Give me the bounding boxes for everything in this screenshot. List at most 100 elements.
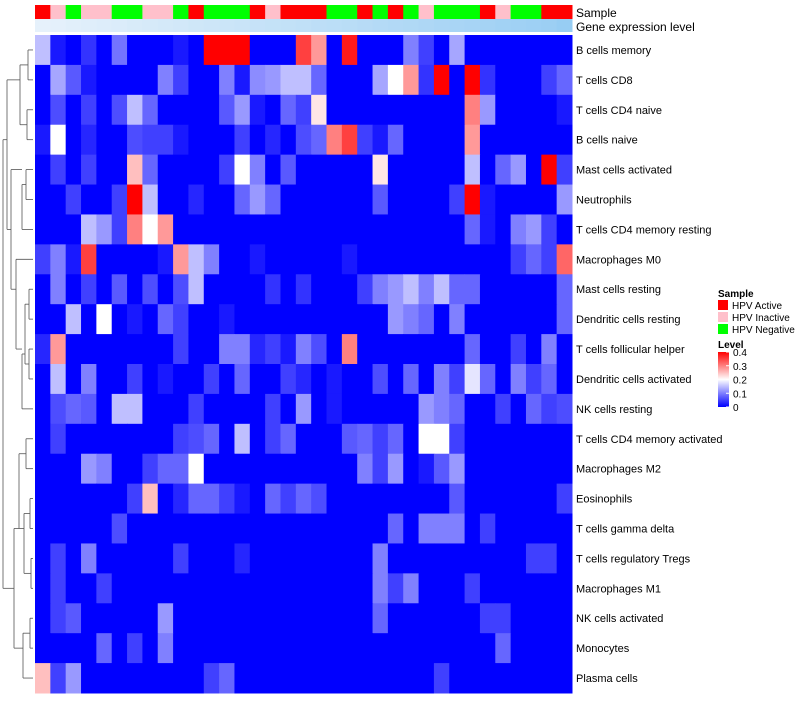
heatmap-cell [387, 214, 404, 245]
heatmap-cell [295, 513, 312, 544]
heatmap-cell [403, 603, 420, 634]
heatmap-cell [188, 304, 205, 335]
heatmap-cell [249, 543, 266, 574]
heatmap-cell [50, 483, 67, 515]
heatmap-cell [387, 364, 404, 395]
sample-annotation-cell [111, 5, 128, 19]
heatmap-cell [234, 334, 251, 365]
heatmap-cell [127, 274, 143, 305]
heatmap-cell [157, 603, 174, 634]
row-label: Dendritic cells resting [576, 314, 681, 326]
heatmap-cell [81, 393, 97, 425]
heatmap-cell [65, 543, 82, 574]
heatmap-cell [464, 543, 481, 574]
sample-annotation-cell [341, 5, 358, 19]
heatmap-cell [357, 64, 374, 96]
heatmap-cell [173, 304, 189, 335]
heatmap-cell [479, 244, 496, 275]
sample-annotation-cell [464, 5, 481, 19]
heatmap-cell [495, 304, 512, 335]
sample-annotation-cell [387, 5, 404, 19]
heatmap-cell [265, 94, 281, 126]
legend-tick-label: 0.2 [733, 376, 747, 387]
heatmap-cell [35, 184, 51, 215]
heatmap-cell [464, 214, 481, 245]
heatmap-cell [127, 453, 143, 485]
expression-annotation-cell [295, 19, 312, 32]
heatmap-cell [81, 214, 97, 245]
heatmap-cell [188, 663, 205, 694]
heatmap-cell [479, 94, 496, 126]
heatmap-cell [479, 304, 496, 335]
sample-annotation-cell [96, 5, 113, 19]
heatmap-cell [295, 423, 312, 455]
heatmap-cell [495, 274, 512, 305]
heatmap-cell [525, 334, 542, 365]
heatmap-cell [81, 543, 97, 574]
sample-annotation-cell [81, 5, 97, 19]
heatmap-cell [464, 573, 481, 604]
heatmap-cell [495, 513, 512, 544]
heatmap-cell [234, 393, 251, 425]
expression-annotation-cell [173, 19, 189, 32]
heatmap-cell [341, 184, 358, 215]
heatmap-cell [65, 124, 82, 156]
heatmap-cell [556, 244, 573, 275]
heatmap-cell [403, 64, 420, 96]
heatmap-cell [111, 214, 128, 245]
heatmap-cell [341, 35, 358, 66]
heatmap-cell [265, 453, 281, 485]
heatmap-cell [556, 423, 573, 455]
heatmap-cell [157, 513, 174, 544]
heatmap-cell [541, 393, 558, 425]
heatmap-cell [326, 274, 343, 305]
heatmap-cell [81, 274, 97, 305]
heatmap-cell [203, 453, 220, 485]
heatmap-cell [525, 274, 542, 305]
annotation-track-label-sample: Sample [576, 6, 617, 20]
heatmap-cell [265, 184, 281, 215]
heatmap-cell [173, 154, 189, 186]
heatmap-cell [541, 603, 558, 634]
heatmap-cell [188, 154, 205, 186]
heatmap-cell [311, 214, 328, 245]
heatmap-cell [418, 35, 435, 66]
heatmap-cell [418, 513, 435, 544]
heatmap-cell [464, 633, 481, 664]
heatmap-cell [203, 513, 220, 544]
heatmap-cell [219, 214, 235, 245]
heatmap-cell [203, 364, 220, 395]
heatmap-cell [265, 543, 281, 574]
heatmap-cell [357, 453, 374, 485]
heatmap-cell [219, 423, 235, 455]
heatmap-cell [464, 94, 481, 126]
heatmap-cell [372, 573, 389, 604]
heatmap-cell [203, 483, 220, 515]
heatmap-cell [311, 603, 328, 634]
heatmap-cell [464, 35, 481, 66]
sample-annotation-cell [234, 5, 251, 19]
expression-annotation-cell [311, 19, 328, 32]
heatmap-cell [449, 334, 466, 365]
heatmap-cell [403, 154, 420, 186]
legend-tick-label: 0.4 [733, 348, 747, 359]
heatmap-cell [203, 35, 220, 66]
heatmap-cell [188, 453, 205, 485]
sample-annotation-cell [280, 5, 297, 19]
heatmap-cell [341, 663, 358, 694]
expression-annotation-cell [127, 19, 143, 32]
heatmap-cell [96, 513, 113, 544]
heatmap-cell [142, 35, 159, 66]
heatmap-cell [50, 64, 67, 96]
row-label: Plasma cells [576, 673, 638, 685]
heatmap-cell [50, 453, 67, 485]
heatmap-cell [35, 274, 51, 305]
heatmap-cell [326, 304, 343, 335]
heatmap-cell [311, 513, 328, 544]
heatmap-cell [111, 663, 128, 694]
heatmap-cell [219, 244, 235, 275]
heatmap-cell [295, 663, 312, 694]
heatmap-cell [188, 35, 205, 66]
heatmap-cell [525, 184, 542, 215]
heatmap-cell [341, 274, 358, 305]
